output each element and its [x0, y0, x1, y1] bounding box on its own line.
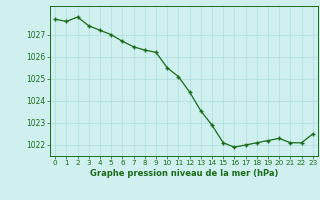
X-axis label: Graphe pression niveau de la mer (hPa): Graphe pression niveau de la mer (hPa) [90, 169, 278, 178]
